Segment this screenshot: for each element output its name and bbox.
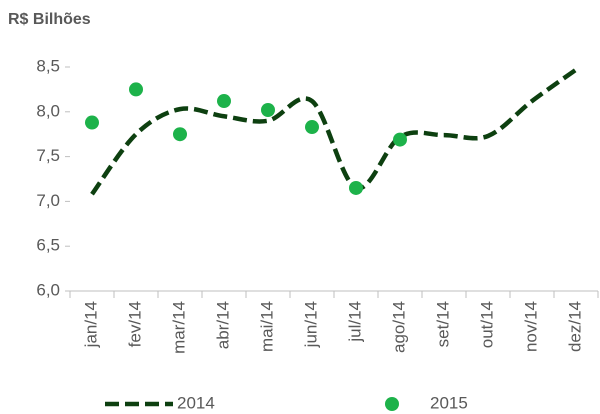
legend-swatch — [385, 397, 399, 411]
x-tick-label: out/14 — [477, 301, 496, 348]
x-tick-label: jun/14 — [301, 301, 320, 348]
marker-2015 — [85, 115, 99, 130]
marker-2015 — [261, 103, 275, 118]
legend-label: 2015 — [430, 393, 468, 412]
legend-label: 2014 — [177, 393, 215, 412]
line-2014 — [90, 67, 578, 196]
x-tick-label: mai/14 — [257, 301, 276, 352]
marker-2015 — [393, 132, 407, 147]
x-tick-label: abr/14 — [213, 301, 232, 349]
y-tick-label: 7,0 — [36, 191, 60, 210]
y-tick-label: 8,5 — [36, 56, 60, 75]
x-tick-label: jul/14 — [345, 301, 364, 343]
y-tick-label: 6,5 — [36, 236, 60, 255]
x-tick-label: dez/14 — [565, 301, 584, 352]
y-tick-label: 8,0 — [36, 101, 60, 120]
y-tick-label: 6,0 — [36, 280, 60, 299]
x-tick-label: nov/14 — [521, 301, 540, 352]
marker-2015 — [217, 94, 231, 109]
x-tick-label: ago/14 — [389, 301, 408, 353]
x-tick-label: fev/14 — [125, 301, 144, 347]
marker-2015 — [129, 82, 143, 97]
x-tick-label: mar/14 — [169, 301, 188, 354]
y-tick-label: 7,5 — [36, 146, 60, 165]
marker-2015 — [173, 127, 187, 142]
x-tick-label: set/14 — [433, 301, 452, 347]
marker-2015 — [349, 180, 363, 195]
x-tick-label: jan/14 — [81, 301, 100, 348]
y-axis-label: R$ Bilhões — [8, 11, 91, 28]
marker-2015 — [305, 120, 319, 135]
